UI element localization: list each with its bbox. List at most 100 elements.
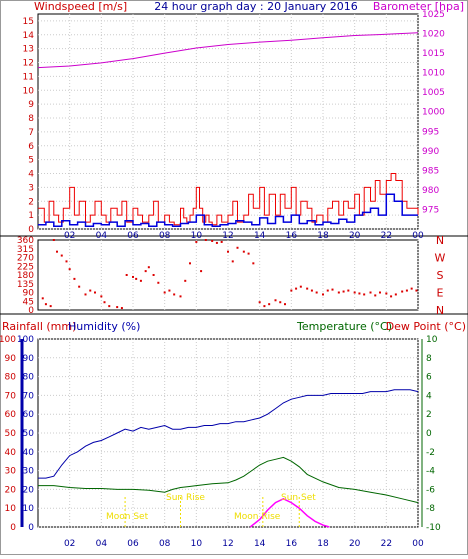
wind-direction-point xyxy=(315,291,318,294)
humidity-tick-label: 50 xyxy=(23,429,35,439)
temperature-tick-label: 0 xyxy=(426,429,432,439)
time-tick-label: 02 xyxy=(64,539,75,549)
direction-tick-label: 135 xyxy=(17,280,34,290)
windspeed-tick-label: 1 xyxy=(28,211,34,221)
time-tick-label: 10 xyxy=(191,539,203,549)
chart-marks xyxy=(37,32,419,528)
wind-direction-point xyxy=(227,250,229,253)
wind-direction-point xyxy=(331,288,334,291)
wind-direction-point xyxy=(103,301,106,304)
rainfall-tick-label: 70 xyxy=(5,391,17,401)
wind-direction-point xyxy=(125,274,128,276)
wind-direction-point xyxy=(347,289,350,292)
wind-direction-point xyxy=(279,301,282,304)
wind-direction-point xyxy=(236,246,239,249)
wind-direction-point xyxy=(116,306,119,309)
wind-direction-point xyxy=(299,285,302,288)
time-tick-label: 00 xyxy=(412,539,424,549)
barometer-tick-label: 975 xyxy=(422,205,439,215)
wind-direction-point xyxy=(258,301,261,304)
wind-direction-point xyxy=(157,281,160,284)
rainfall-tick-label: 100 xyxy=(0,335,16,345)
wind-direction-point xyxy=(52,239,55,241)
wind-direction-point xyxy=(231,260,234,263)
wind-direction-point xyxy=(65,260,68,263)
time-tick-label: 10 xyxy=(191,231,203,241)
temperature-tick-label: 2 xyxy=(426,410,432,420)
temperature-tick-label: 10 xyxy=(426,335,438,345)
wind-direction-point xyxy=(322,293,324,296)
panel-frame-2 xyxy=(37,239,419,311)
wind-direction-point xyxy=(189,262,191,265)
wind-direction-point xyxy=(369,291,372,294)
wind-direction-point xyxy=(274,299,277,302)
wind-direction-point xyxy=(410,287,413,290)
time-tick-label: 14 xyxy=(254,231,266,241)
wind-direction-point xyxy=(220,240,223,243)
direction-tick-label: 180 xyxy=(17,271,34,281)
wind-direction-point xyxy=(211,239,214,242)
rainfall-tick-label: 90 xyxy=(5,354,17,364)
time-tick-label: 06 xyxy=(127,231,139,241)
wind-direction-point xyxy=(173,293,176,296)
rainfall-tick-label: 50 xyxy=(5,429,17,439)
temperature-tick-label: -10 xyxy=(426,523,441,533)
barometer-tick-label: 990 xyxy=(422,147,439,157)
wind-direction-point xyxy=(306,287,309,290)
compass-label: S xyxy=(437,269,444,282)
chart-title: 24 hour graph day : 20 January 2016 xyxy=(154,0,358,13)
wind-direction-point xyxy=(132,275,134,278)
time-tick-label: 04 xyxy=(96,539,108,549)
temperature-tick-label: 8 xyxy=(426,354,432,364)
time-tick-label: 06 xyxy=(127,539,139,549)
windspeed-tick-label: 15 xyxy=(23,17,34,27)
windspeed-tick-label: 4 xyxy=(28,170,34,180)
time-tick-label: 20 xyxy=(349,231,361,241)
windspeed-tick-label: 13 xyxy=(23,45,34,55)
wind-direction-point xyxy=(144,270,147,273)
time-tick-label: 18 xyxy=(317,231,329,241)
windspeed-tick-label: 0 xyxy=(28,225,34,235)
wind-direction-point xyxy=(353,291,356,294)
grid-lines xyxy=(38,14,419,528)
wind-direction-point xyxy=(401,290,404,293)
direction-tick-label: 90 xyxy=(23,289,35,299)
barometer-tick-label: 1010 xyxy=(422,69,445,79)
barometer-axis-title: Barometer [hpa] xyxy=(373,0,464,13)
direction-tick-label: 0 xyxy=(28,306,34,316)
wind-direction-point xyxy=(310,289,313,292)
barometer-tick-label: 1005 xyxy=(422,88,445,98)
time-tick-label: 12 xyxy=(222,231,233,241)
humidity-label: Humidity (%) xyxy=(68,320,140,333)
wind-direction-point xyxy=(390,295,393,298)
windspeed-tick-label: 10 xyxy=(23,86,35,96)
time-tick-label: 16 xyxy=(286,539,298,549)
temperature-tick-label: 6 xyxy=(426,373,432,383)
compass-label: W xyxy=(435,252,446,265)
humidity-tick-label: 60 xyxy=(23,410,35,420)
moon-rise-label: Moon Rise xyxy=(234,512,281,522)
temperature-line xyxy=(38,456,419,504)
rainfall-label: Rainfall (mm) xyxy=(2,320,76,333)
time-tick-label: 12 xyxy=(222,539,233,549)
wind-direction-point xyxy=(163,291,166,294)
humidity-line xyxy=(38,389,419,479)
wind-direction-point xyxy=(139,279,142,282)
wind-direction-point xyxy=(263,305,266,308)
wind-direction-point xyxy=(41,297,44,300)
wind-direction-point xyxy=(268,303,271,306)
time-tick-label: 20 xyxy=(349,539,361,549)
wind-direction-point xyxy=(342,290,345,293)
wind-direction-point xyxy=(374,294,377,297)
time-tick-label: 22 xyxy=(381,539,392,549)
rainfall-tick-label: 20 xyxy=(5,485,17,495)
wind-direction-point xyxy=(179,295,182,298)
wind-direction-point xyxy=(168,289,171,292)
rainfall-tick-label: 80 xyxy=(5,373,17,383)
wind-direction-point xyxy=(337,291,340,294)
wind-direction-point xyxy=(100,295,103,298)
axis-labels: 0202040406060808101012121414161618182020… xyxy=(0,10,446,549)
windspeed-tick-label: 7 xyxy=(28,128,34,138)
wind-direction-point xyxy=(108,305,111,308)
